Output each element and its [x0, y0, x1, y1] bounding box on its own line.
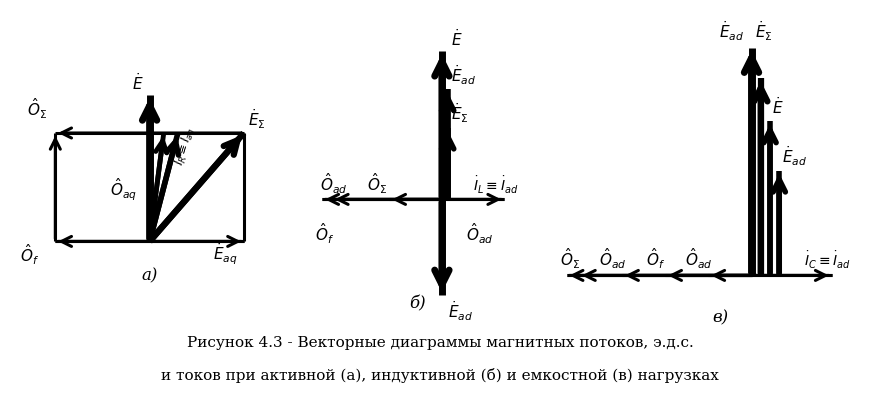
- Text: $\dot{I}_{R} \equiv \dot{I}_{aq}$: $\dot{I}_{R} \equiv \dot{I}_{aq}$: [169, 125, 200, 168]
- Text: $\hat{O}_{f}$: $\hat{O}_{f}$: [20, 243, 40, 267]
- Text: $\dot{E}_{ad}$: $\dot{E}_{ad}$: [719, 19, 744, 42]
- Text: $\dot{E}$: $\dot{E}$: [132, 72, 144, 93]
- Text: $\hat{O}_{ad}$: $\hat{O}_{ad}$: [599, 246, 627, 270]
- Text: $\dot{I}_{C} \equiv \dot{I}_{ad}$: $\dot{I}_{C} \equiv \dot{I}_{ad}$: [804, 249, 851, 270]
- Text: $\dot{E}_{ad}$: $\dot{E}_{ad}$: [448, 300, 473, 324]
- Text: $\hat{O}_{\Sigma}$: $\hat{O}_{\Sigma}$: [367, 171, 387, 196]
- Text: и токов при активной (а), индуктивной (б) и емкостной (в) нагрузках: и токов при активной (а), индуктивной (б…: [161, 368, 719, 383]
- Text: $\hat{O}_{ad}$: $\hat{O}_{ad}$: [320, 171, 348, 196]
- Text: $\dot{E}_{\Sigma}$: $\dot{E}_{\Sigma}$: [755, 19, 773, 42]
- Text: $\dot{E}_{\Sigma}$: $\dot{E}_{\Sigma}$: [247, 107, 266, 131]
- Text: $\dot{E}_{ad}$: $\dot{E}_{ad}$: [782, 144, 808, 168]
- Text: а): а): [142, 267, 158, 284]
- Text: $\hat{O}_{ad}$: $\hat{O}_{ad}$: [686, 246, 713, 270]
- Text: $\dot{E}_{\Sigma}$: $\dot{E}_{\Sigma}$: [451, 102, 468, 125]
- Text: $\hat{O}_{\Sigma}$: $\hat{O}_{\Sigma}$: [27, 96, 48, 121]
- Text: б): б): [410, 295, 426, 312]
- Text: $\dot{E}_{aq}$: $\dot{E}_{aq}$: [213, 242, 238, 267]
- Text: $\hat{O}_{f}$: $\hat{O}_{f}$: [647, 246, 665, 270]
- Text: $\hat{O}_{\Sigma}$: $\hat{O}_{\Sigma}$: [560, 246, 580, 270]
- Text: $\dot{E}$: $\dot{E}$: [772, 96, 783, 116]
- Text: $\dot{I}_{L} \equiv \dot{I}_{ad}$: $\dot{I}_{L} \equiv \dot{I}_{ad}$: [473, 175, 518, 196]
- Text: $\dot{E}_{ad}$: $\dot{E}_{ad}$: [451, 64, 476, 87]
- Text: $\hat{O}_{f}$: $\hat{O}_{f}$: [315, 221, 334, 245]
- Text: $\hat{O}_{ad}$: $\hat{O}_{ad}$: [466, 221, 494, 245]
- Text: $\dot{E}$: $\dot{E}$: [451, 28, 462, 49]
- Text: $\hat{O}_{aq}$: $\hat{O}_{aq}$: [110, 176, 137, 203]
- Text: в): в): [713, 309, 729, 326]
- Text: Рисунок 4.3 - Векторные диаграммы магнитных потоков, э.д.с.: Рисунок 4.3 - Векторные диаграммы магнит…: [187, 336, 693, 351]
